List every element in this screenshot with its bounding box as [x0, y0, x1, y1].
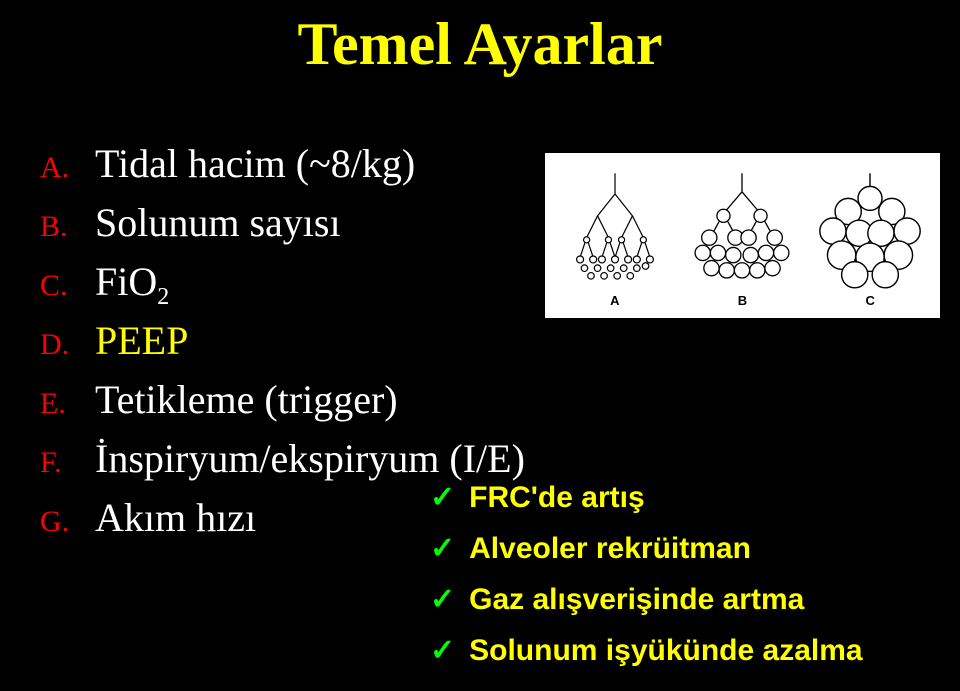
list-item: E. Tetikleme (trigger) — [40, 376, 525, 423]
list-marker: C. — [40, 269, 95, 303]
check-text: Solunum işyükünde azalma — [469, 634, 862, 668]
list-marker: B. — [40, 210, 95, 244]
list-item: C. FiO2 — [40, 258, 525, 305]
check-icon: ✓ — [430, 480, 455, 515]
list-text: FiO2 — [95, 258, 169, 305]
peep-benefits-list: ✓ FRC'de artış ✓ Alveoler rekrüitman ✓ G… — [430, 480, 863, 684]
panel-label: B — [738, 293, 747, 308]
check-icon: ✓ — [430, 633, 455, 668]
list-item: B. Solunum sayısı — [40, 199, 525, 246]
list-text: Tetikleme (trigger) — [95, 376, 398, 423]
list-marker: E. — [40, 387, 95, 421]
list-item: A. Tidal hacim (~8/kg) — [40, 140, 525, 187]
check-item: ✓ Gaz alışverişinde artma — [430, 582, 863, 617]
list-text: Solunum sayısı — [95, 199, 341, 246]
list-text: İnspiryum/ekspiryum (I/E) — [95, 435, 525, 482]
panel-label: A — [610, 293, 619, 308]
list-text: Akım hızı — [95, 494, 256, 541]
alveoli-panel-c: C — [815, 170, 925, 290]
list-item: D. PEEP — [40, 317, 525, 364]
check-icon: ✓ — [430, 582, 455, 617]
check-item: ✓ Solunum işyükünde azalma — [430, 633, 863, 668]
check-item: ✓ FRC'de artış — [430, 480, 863, 515]
alveoli-figure: A B C — [545, 153, 940, 318]
list-marker: A. — [40, 151, 95, 185]
alveoli-panel-b: B — [687, 170, 797, 290]
list-item: F. İnspiryum/ekspiryum (I/E) — [40, 435, 525, 482]
list-text: Tidal hacim (~8/kg) — [95, 140, 415, 187]
check-item: ✓ Alveoler rekrüitman — [430, 531, 863, 566]
check-text: Gaz alışverişinde artma — [469, 583, 804, 617]
list-text: PEEP — [95, 317, 188, 364]
check-icon: ✓ — [430, 531, 455, 566]
list-marker: F. — [40, 446, 95, 480]
check-text: Alveoler rekrüitman — [469, 532, 751, 566]
alveoli-panel-a: A — [560, 170, 670, 290]
panel-label: C — [865, 293, 874, 308]
page-title: Temel Ayarlar — [0, 10, 960, 79]
check-text: FRC'de artış — [469, 481, 645, 515]
list-marker: D. — [40, 328, 95, 362]
list-marker: G. — [40, 505, 95, 539]
